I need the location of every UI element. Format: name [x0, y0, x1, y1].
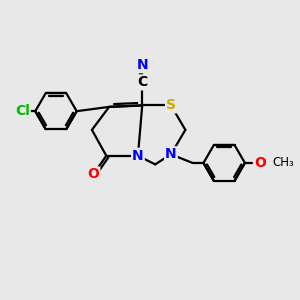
- Text: N: N: [132, 149, 144, 163]
- Text: S: S: [166, 98, 176, 112]
- Text: CH₃: CH₃: [273, 156, 295, 170]
- Text: O: O: [254, 156, 266, 170]
- Text: C: C: [137, 75, 147, 89]
- Text: N: N: [136, 58, 148, 72]
- Text: O: O: [87, 167, 99, 182]
- Text: Cl: Cl: [15, 104, 30, 118]
- Text: N: N: [165, 147, 177, 161]
